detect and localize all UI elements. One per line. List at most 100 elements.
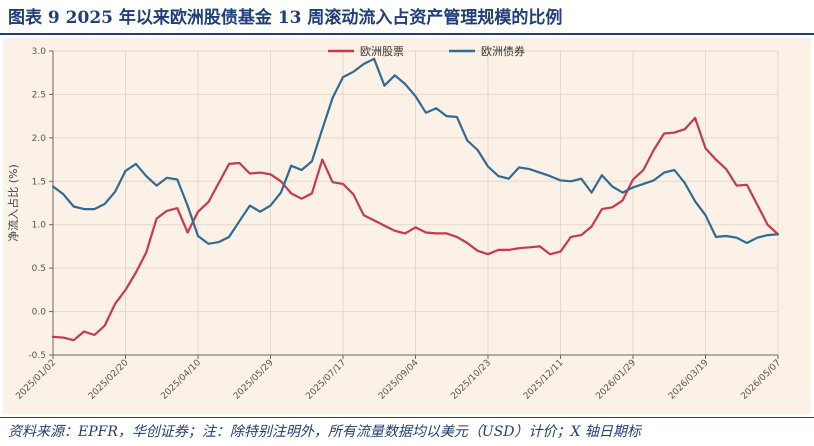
series-1-point: [73, 205, 75, 208]
series-0-point: [456, 236, 458, 238]
series-0-point: [767, 224, 769, 226]
series-0-point: [73, 339, 75, 341]
series-0-point: [187, 231, 189, 234]
series-1-point: [124, 170, 127, 172]
series-1-point: [746, 242, 748, 244]
series-1-point: [456, 116, 458, 118]
series-1-point: [435, 107, 437, 109]
series-1-point: [155, 185, 158, 187]
series-0-point: [642, 169, 644, 171]
chart-area: -0.5 0.0 0.5 1.0 1.5 2.0 2.5 3.0 2025/01/02 2025/…: [3, 38, 811, 414]
series-1-point: [187, 205, 189, 207]
series-0-point: [414, 226, 417, 228]
series-0-point: [197, 211, 199, 213]
y-tick-label: -0.5: [28, 351, 46, 361]
series-1-point: [62, 193, 64, 195]
series-0-point: [756, 204, 758, 206]
series-1-point: [321, 128, 323, 130]
y-tick-label: 2.5: [32, 90, 46, 100]
series-1-point: [445, 115, 448, 117]
series-0-point: [528, 246, 531, 248]
x-tick-label: 2025/02/20: [87, 358, 131, 402]
series-0-point: [352, 193, 354, 195]
series-0-point: [52, 336, 54, 338]
x-tick-label: 2026/05/07: [739, 358, 783, 402]
series-0-point: [104, 324, 106, 327]
series-1-point: [694, 200, 696, 202]
series-0-point: [570, 236, 572, 238]
series-0-point: [497, 249, 499, 251]
series-1-point: [238, 220, 241, 222]
series-0-point: [218, 182, 220, 184]
series-0-point: [622, 199, 624, 201]
series-1-point: [642, 183, 644, 185]
series-1-point: [290, 165, 292, 167]
series-1-point: [269, 205, 272, 207]
series-0-point: [124, 289, 127, 291]
y-tick-label: 0.0: [32, 308, 47, 318]
series-1-point: [601, 174, 603, 176]
source-note: 资料来源：EPFR，华创证券；注：除特别注明外，所有流量数据均以美元（USD）计…: [8, 424, 641, 440]
series-0-point: [280, 180, 282, 182]
series-0-point: [311, 192, 313, 195]
x-tick-label: 2026/01/29: [594, 358, 638, 402]
x-tick-label: 2025/05/29: [232, 358, 276, 402]
series-0-point: [559, 251, 562, 253]
series-1-point: [300, 169, 303, 171]
series-0-point: [715, 158, 717, 161]
series-1-point: [715, 236, 717, 238]
series-1-point: [704, 214, 707, 216]
y-axis-label: 净流入占比 (%): [6, 164, 20, 242]
series-1-point: [280, 191, 282, 194]
series-0-point: [114, 303, 116, 305]
series-1-point: [477, 149, 479, 151]
series-0-point: [155, 218, 158, 220]
series-lines: [51, 57, 780, 342]
series-0-point: [508, 249, 510, 251]
legend-label: 欧洲债券: [481, 44, 525, 58]
series-0-point: [93, 334, 96, 336]
y-tick-label: 1.5: [32, 177, 46, 187]
series-1-point: [611, 185, 613, 188]
series-0-point: [383, 224, 386, 227]
series-0-point: [259, 172, 261, 174]
y-tick-label: 3.0: [32, 47, 47, 57]
series-0-point: [684, 128, 686, 130]
series-1-point: [394, 74, 396, 76]
series-1-point: [559, 179, 562, 182]
series-0-point: [135, 271, 137, 274]
series-0-point: [466, 242, 468, 244]
series-1-point: [249, 205, 251, 207]
series-1-point: [207, 243, 209, 245]
series-0-point: [725, 168, 727, 170]
series-0-point: [83, 330, 85, 333]
legend: 欧洲股票 欧洲债券: [328, 44, 525, 58]
series-0-point: [549, 253, 551, 255]
series-0-point: [394, 230, 396, 232]
x-tick-label: 2025/10/23: [449, 358, 493, 402]
series-1-point: [373, 58, 375, 60]
series-1-point: [590, 191, 593, 194]
series-0-point: [269, 173, 272, 175]
series-1-point: [383, 85, 386, 87]
series-1-point: [332, 97, 334, 99]
series-1-point: [580, 178, 582, 180]
series-0-point: [207, 201, 209, 203]
series-1-point: [663, 172, 665, 174]
series-0-point: [632, 178, 634, 181]
series-1-point: [518, 166, 520, 168]
series-1-point: [425, 112, 427, 114]
x-tick-label: 2025/04/10: [159, 358, 203, 402]
series-1-point: [622, 191, 624, 194]
series-0-point: [735, 185, 738, 187]
series-1-point: [218, 241, 220, 243]
series-1-point: [52, 185, 54, 188]
series-0-point: [746, 184, 748, 186]
series-0-point: [601, 208, 603, 210]
series-0-point: [518, 247, 520, 249]
series-0-point: [611, 206, 613, 208]
series-1-point: [673, 169, 676, 171]
series-0-point: [166, 210, 168, 212]
series-0-point: [425, 231, 427, 234]
y-tick-label: 1.0: [32, 221, 47, 231]
